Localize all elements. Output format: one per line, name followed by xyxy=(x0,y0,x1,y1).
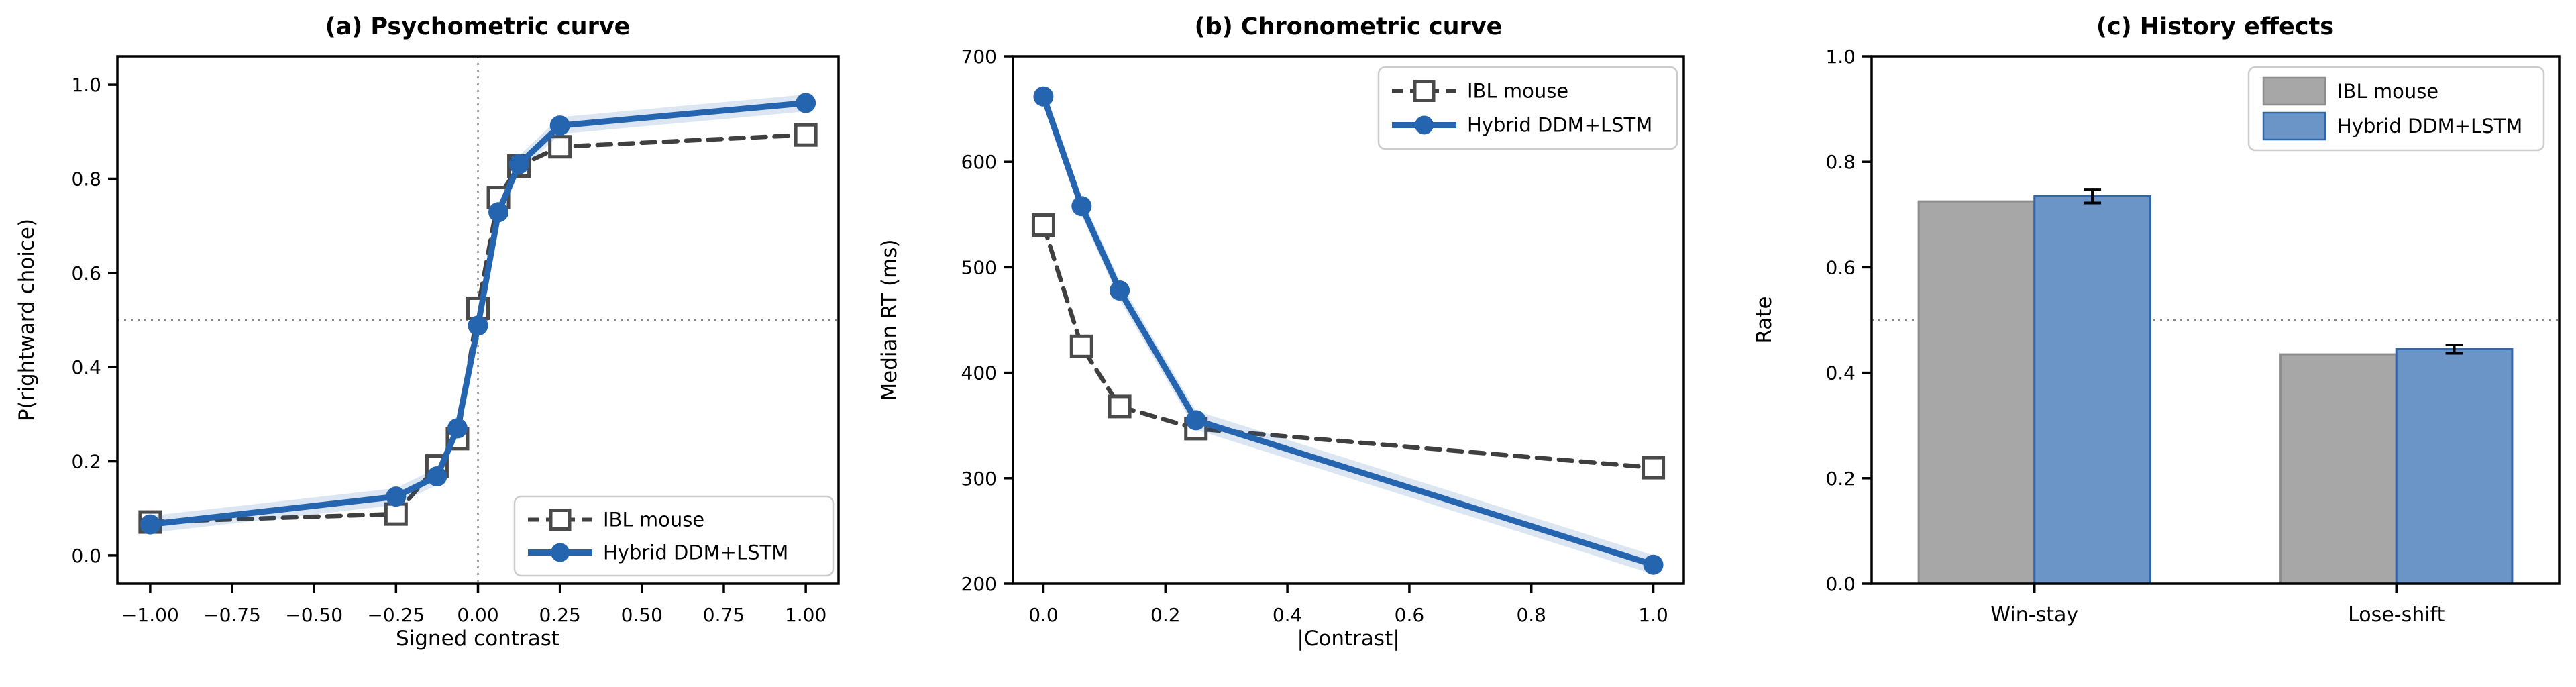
svg-text:0.6: 0.6 xyxy=(71,262,101,284)
svg-text:0.0: 0.0 xyxy=(1825,573,1856,595)
svg-text:Win-stay: Win-stay xyxy=(1990,603,2078,627)
svg-text:400: 400 xyxy=(961,362,997,384)
panel-a-plot: −1.00 −0.75 −0.50 −0.25 0.00 0.25 0.50 0.75 1.00… xyxy=(71,55,840,626)
svg-text:IBL mouse: IBL mouse xyxy=(603,509,704,531)
bars-ibl-mouse xyxy=(1917,200,2398,585)
svg-text:0.75: 0.75 xyxy=(703,604,745,626)
svg-text:0.4: 0.4 xyxy=(1825,362,1856,384)
legend: IBL mouse Hybrid DDM+LSTM xyxy=(2247,66,2545,152)
svg-text:−0.25: −0.25 xyxy=(367,604,425,626)
panel-c-title: (c) History effects xyxy=(2096,13,2334,40)
svg-text:0.8: 0.8 xyxy=(1825,151,1856,173)
svg-text:0.50: 0.50 xyxy=(621,604,663,626)
svg-text:0.2: 0.2 xyxy=(1825,468,1856,490)
svg-text:−1.00: −1.00 xyxy=(121,604,179,626)
svg-text:0.0: 0.0 xyxy=(1028,604,1059,626)
panel-a-title: (a) Psychometric curve xyxy=(325,13,631,40)
svg-text:Hybrid DDM+LSTM: Hybrid DDM+LSTM xyxy=(1467,114,1652,137)
svg-text:IBL mouse: IBL mouse xyxy=(2337,80,2438,103)
svg-text:700: 700 xyxy=(961,46,997,68)
y-axis-ticks: 0.0 0.2 0.4 0.6 0.8 1.0 xyxy=(71,74,117,567)
svg-text:0.25: 0.25 xyxy=(539,604,580,626)
svg-text:1.0: 1.0 xyxy=(1825,46,1856,68)
series-hybrid xyxy=(140,93,816,535)
legend: IBL mouse Hybrid DDM+LSTM xyxy=(1377,66,1678,150)
x-axis-ticks: −1.00 −0.75 −0.50 −0.25 0.00 0.25 0.50 0.75 1.00 xyxy=(121,584,826,626)
panel-c-plot: Win-stay Lose-shift 0.0 0.2 0.4 0.6 0.8 1.0 IBL … xyxy=(1825,46,2561,627)
svg-text:0.0: 0.0 xyxy=(71,545,101,567)
svg-text:1.0: 1.0 xyxy=(1638,604,1668,626)
svg-text:0.4: 0.4 xyxy=(71,356,101,378)
svg-text:1.0: 1.0 xyxy=(71,74,101,96)
svg-text:0.8: 0.8 xyxy=(1516,604,1546,626)
legend: IBL mouse Hybrid DDM+LSTM xyxy=(513,495,835,577)
panel-b-plot: 0.0 0.2 0.4 0.6 0.8 1.0 200 300 400 500 600 700 IBL … xyxy=(961,46,1685,626)
svg-text:0.4: 0.4 xyxy=(1273,604,1303,626)
panel-b-title: (b) Chronometric curve xyxy=(1194,13,1503,40)
svg-text:0.6: 0.6 xyxy=(1825,256,1856,278)
svg-text:0.8: 0.8 xyxy=(71,168,101,190)
panel-b-xlabel: |Contrast| xyxy=(1297,627,1400,651)
svg-text:IBL mouse: IBL mouse xyxy=(1467,80,1568,103)
svg-text:0.6: 0.6 xyxy=(1395,604,1425,626)
svg-text:200: 200 xyxy=(961,573,997,595)
series-hybrid xyxy=(1033,86,1664,575)
x-axis-ticks: Win-stay Lose-shift xyxy=(1990,584,2445,627)
svg-text:Hybrid DDM+LSTM: Hybrid DDM+LSTM xyxy=(603,541,788,564)
svg-text:−0.50: −0.50 xyxy=(285,604,343,626)
panel-a-axes: −1.00 −0.75 −0.50 −0.25 0.00 0.25 0.50 0.75 1.00… xyxy=(71,55,840,626)
plot-box xyxy=(1870,55,2561,585)
svg-text:Lose-shift: Lose-shift xyxy=(2348,603,2445,627)
svg-text:0.2: 0.2 xyxy=(71,451,101,473)
panel-a-xlabel: Signed contrast xyxy=(395,627,560,651)
svg-text:500: 500 xyxy=(961,256,997,278)
svg-text:0.00: 0.00 xyxy=(457,604,498,626)
svg-text:Hybrid DDM+LSTM: Hybrid DDM+LSTM xyxy=(2337,115,2522,138)
svg-text:0.2: 0.2 xyxy=(1150,604,1181,626)
svg-text:1.00: 1.00 xyxy=(785,604,826,626)
y-axis-ticks: 200 300 400 500 600 700 xyxy=(961,46,1013,595)
panel-b-axes: 0.0 0.2 0.4 0.6 0.8 1.0 200 300 400 500 600 700 IBL … xyxy=(961,46,1685,626)
y-axis-ticks: 0.0 0.2 0.4 0.6 0.8 1.0 xyxy=(1825,46,1872,595)
panel-c-axes: Win-stay Lose-shift 0.0 0.2 0.4 0.6 0.8 1.0 IBL … xyxy=(1825,46,2561,627)
svg-text:600: 600 xyxy=(961,151,997,173)
plot-box xyxy=(1012,55,1685,585)
series-ibl-mouse xyxy=(1031,213,1666,480)
svg-text:300: 300 xyxy=(961,468,997,490)
x-axis-ticks: 0.0 0.2 0.4 0.6 0.8 1.0 xyxy=(1028,584,1668,626)
svg-text:−0.75: −0.75 xyxy=(203,604,261,626)
bars-hybrid xyxy=(2033,188,2514,585)
